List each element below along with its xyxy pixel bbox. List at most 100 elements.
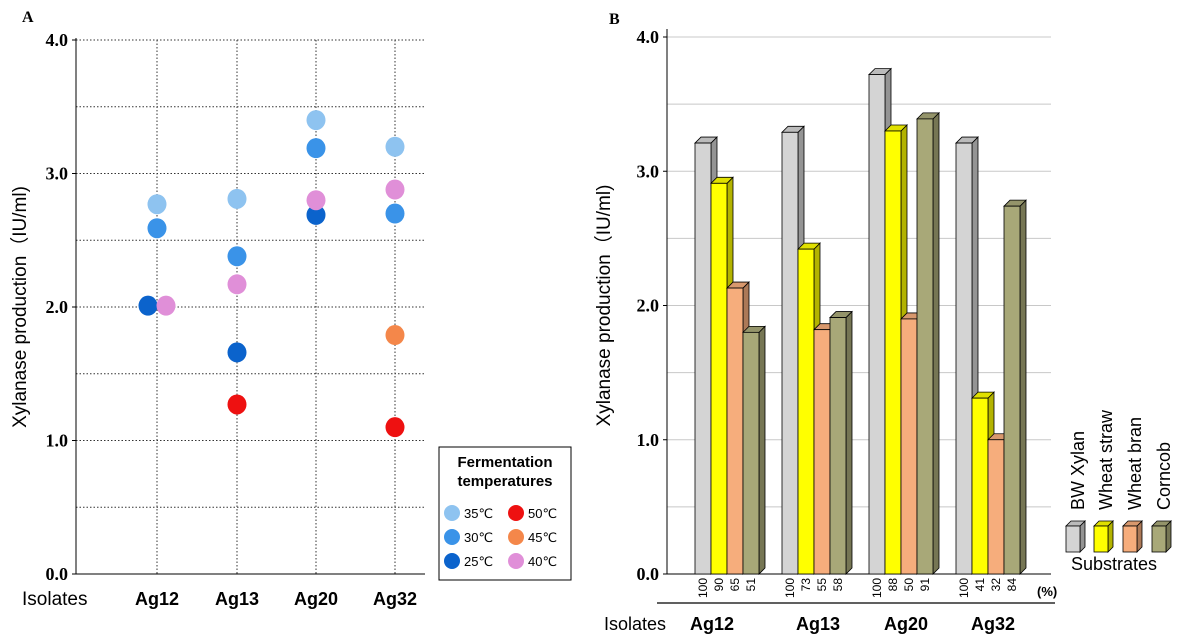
panel-a-scatter-chart: A 0.0 1.0 2.0 3.0 4.0 Xylanase production（IU/m… xyxy=(9,9,572,610)
panel-b-y-tick-label: 2.0 xyxy=(637,296,660,316)
panel-a-data-point xyxy=(385,136,405,157)
panel-b-bar xyxy=(726,287,744,575)
panel-a-legend-label: 35℃ xyxy=(464,506,493,521)
panel-a-y-tick-label: 4.0 xyxy=(46,30,69,50)
panel-b-percent-label: 65 xyxy=(728,578,742,592)
panel-a-data-point xyxy=(385,325,405,346)
panel-b-bar xyxy=(916,118,934,575)
panel-b-percent-label: 32 xyxy=(989,578,1003,592)
panel-a-data-point xyxy=(147,194,167,215)
panel-a-data-point xyxy=(385,417,405,438)
panel-b-percent-label: 55 xyxy=(815,578,829,592)
panel-a-legend-marker xyxy=(508,505,524,521)
panel-b-legend-swatch xyxy=(1122,525,1138,553)
panel-a-data-point xyxy=(227,188,247,209)
panel-b-percent-label: 51 xyxy=(744,578,758,592)
panel-b-bar xyxy=(742,331,760,575)
panel-a-x-tick-label: Ag13 xyxy=(215,589,259,609)
panel-b-percent-label: 91 xyxy=(918,578,932,592)
panel-b-percent-label: 58 xyxy=(831,578,845,592)
panel-a-legend-marker xyxy=(444,529,460,545)
panel-a-legend-box xyxy=(438,446,572,581)
panel-b-y-tick-label: 1.0 xyxy=(637,430,660,450)
panel-a-x-tick-label: Ag32 xyxy=(373,589,417,609)
panel-a-x-axis-label: Isolates xyxy=(22,589,87,610)
panel-a-data-point xyxy=(147,218,167,239)
panel-a-x-tick-label: Ag20 xyxy=(294,589,338,609)
panel-b-percent-label: 100 xyxy=(783,578,797,598)
panel-b-x-tick-label: Ag20 xyxy=(884,614,928,634)
panel-a-x-tick-label: Ag12 xyxy=(135,589,179,609)
panel-a-legend-title: temperatures xyxy=(457,473,552,490)
panel-a-legend-label: 40℃ xyxy=(528,554,557,569)
panel-b-bar xyxy=(955,142,973,575)
panel-b-legend-label: BW Xylan xyxy=(1068,431,1088,510)
panel-a-legend-label: 25℃ xyxy=(464,554,493,569)
panel-a-legend-marker xyxy=(508,553,524,569)
panel-a-data-point xyxy=(306,110,326,131)
panel-b-percent-unit: (%) xyxy=(1037,584,1057,599)
panel-a-y-axis-label: Xylanase production（IU/ml) xyxy=(9,186,31,428)
panel-b-bar xyxy=(813,329,831,575)
panel-a-legend-marker xyxy=(444,553,460,569)
panel-b-percent-label: 50 xyxy=(902,578,916,592)
panel-a-legend-label: 45℃ xyxy=(528,530,557,545)
panel-a-legend-label: 50℃ xyxy=(528,506,557,521)
panel-b-label: B xyxy=(609,11,620,28)
panel-b-legend-label: Corncob xyxy=(1154,442,1174,510)
panel-b-bar xyxy=(987,439,1005,575)
panel-b-legend-swatch xyxy=(1151,525,1167,553)
panel-b-bar-side xyxy=(932,111,940,575)
panel-a-data-point xyxy=(306,190,326,211)
panel-b-percent-label: 84 xyxy=(1005,578,1019,592)
panel-a-legend-marker xyxy=(444,505,460,521)
panel-b-bar xyxy=(868,74,886,575)
panel-a-data-point xyxy=(227,246,247,267)
panel-a-legend-title: Fermentation xyxy=(457,454,552,471)
panel-a-data-point xyxy=(227,274,247,295)
panel-a-data-point xyxy=(156,295,176,316)
panel-b-bar xyxy=(694,142,712,575)
panel-a-data-point xyxy=(138,295,158,316)
panel-b-y-tick-label: 4.0 xyxy=(637,27,660,47)
panel-b-bar xyxy=(900,318,918,575)
panel-a-data-point xyxy=(306,204,326,225)
panel-b-legend-title: Substrates xyxy=(1071,554,1157,574)
panel-b-bar xyxy=(797,248,815,575)
panel-a-y-tick-label: 0.0 xyxy=(46,564,69,584)
panel-b-percent-label: 100 xyxy=(870,578,884,598)
panel-b-bar xyxy=(884,130,902,575)
panel-b-percent-label: 41 xyxy=(973,578,987,592)
panel-b-x-tick-label: Ag32 xyxy=(971,614,1015,634)
panel-b-bar xyxy=(829,317,847,575)
panel-b-legend-label: Wheat bran xyxy=(1125,417,1145,510)
panel-b-bar-side xyxy=(845,310,853,575)
panel-a-data-point xyxy=(385,203,405,224)
panel-b-percent-label: 88 xyxy=(886,578,900,592)
panel-a-y-tick-label: 3.0 xyxy=(46,164,69,184)
panel-a-legend-marker xyxy=(508,529,524,545)
panel-b-bar xyxy=(1003,205,1021,575)
panel-b-bar-side xyxy=(758,325,766,575)
panel-b-bar xyxy=(971,397,989,575)
panel-b-y-axis-label: Xylanase production（IU/ml) xyxy=(593,185,615,427)
panel-a-data-point xyxy=(306,138,326,159)
panel-b-legend-swatch xyxy=(1065,525,1081,553)
panel-b-y-tick-label: 0.0 xyxy=(637,564,660,584)
panel-b-bar xyxy=(781,131,799,575)
panel-b-x-tick-label: Ag13 xyxy=(796,614,840,634)
panel-a-y-tick-label: 1.0 xyxy=(46,431,69,451)
panel-b-y-tick-label: 3.0 xyxy=(637,161,660,181)
panel-a-y-tick-label: 2.0 xyxy=(46,297,69,317)
panel-b-legend-label: Wheat straw xyxy=(1096,409,1116,510)
panel-a-legend-label: 30℃ xyxy=(464,530,493,545)
panel-a-data-point xyxy=(227,342,247,363)
panel-a-label: A xyxy=(22,9,34,26)
panel-b-percent-label: 100 xyxy=(957,578,971,598)
panel-b-bar-chart: B 0.0 1.0 2.0 3.0 4.0 Xylanase production（IU/m… xyxy=(593,11,1174,634)
panel-b-legend-swatch xyxy=(1093,525,1109,553)
panel-b-bar xyxy=(710,182,728,575)
panel-b-percent-label: 73 xyxy=(799,578,813,592)
panel-b-percent-label: 100 xyxy=(696,578,710,598)
